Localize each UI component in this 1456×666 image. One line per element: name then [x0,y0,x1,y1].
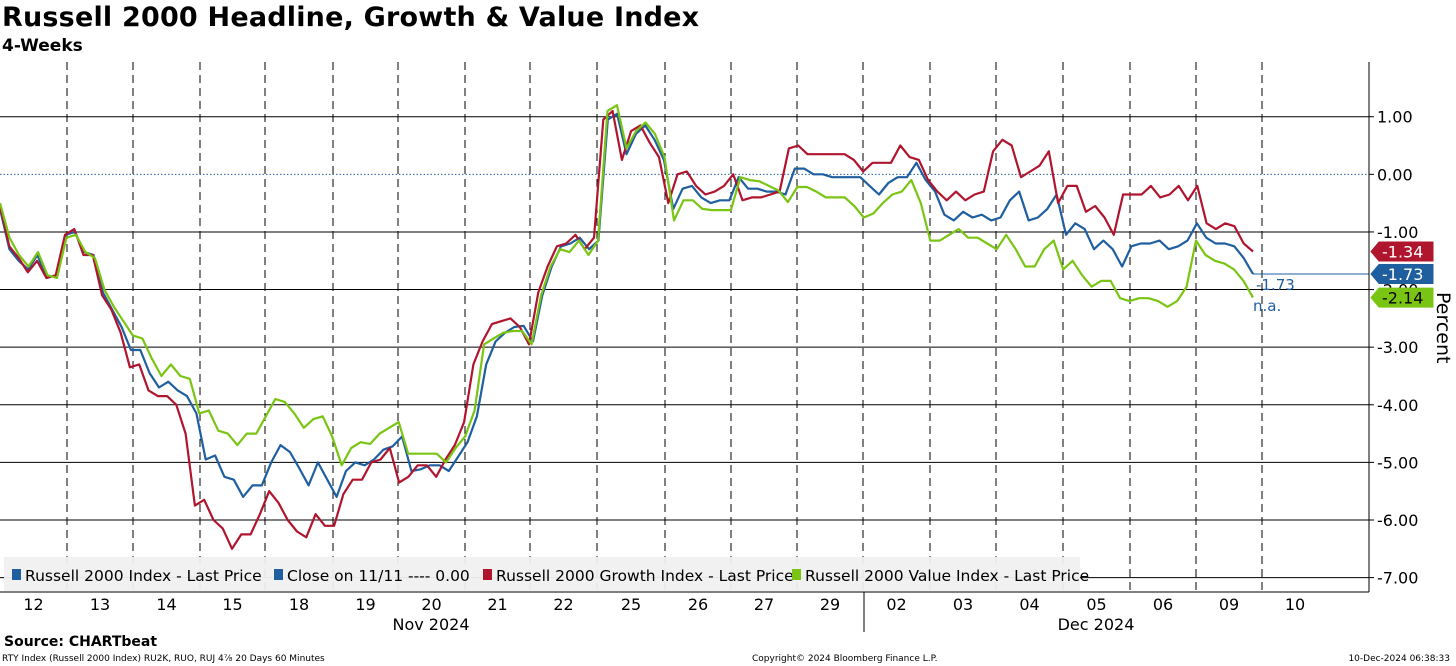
x-tick-label: 03 [953,595,973,614]
legend-background [4,557,1080,591]
source-note: Source: CHARTbeat [4,634,158,650]
last-value-label: -2.14 [1382,289,1423,308]
ticker-info: RTY Index (Russell 2000 Index) RU2K, RUO… [2,654,325,664]
x-tick-label: 02 [886,595,906,614]
x-tick-label: 22 [553,595,573,614]
legend-label: Russell 2000 Growth Index - Last Price [496,567,794,585]
series-line-russell-2000-value-index-last-price [0,104,1254,467]
legend-swatch [483,569,492,580]
legend-swatch [12,569,21,580]
last-value-marker [1370,264,1434,284]
series-line-russell-2000-index-last-price [0,112,1254,498]
x-tick-label: 06 [1153,595,1173,614]
last-value-label: -1.34 [1382,243,1423,262]
x-tick-label: 12 [23,595,43,614]
legend-swatch [274,569,283,580]
series-line-russell-2000-growth-index-last-price [0,109,1254,550]
legend-swatch [792,569,801,580]
x-month-label: Dec 2024 [1058,615,1135,634]
copyright-note: Copyright© 2024 Bloomberg Finance L.P. [752,654,938,664]
y-tick-label: -7.00 [1377,569,1418,588]
y-axis-label: Percent [1432,292,1454,364]
x-tick-label: 29 [820,595,840,614]
x-tick-label: 04 [1019,595,1039,614]
x-tick-label: 10 [1285,595,1305,614]
legend-label: Close on 11/11 ---- 0.00 [287,567,470,585]
annotation-na: n.a. [1253,297,1281,315]
legend-label: Russell 2000 Value Index - Last Price [805,567,1089,585]
last-value-marker [1370,287,1434,308]
x-tick-label: 09 [1219,595,1239,614]
last-value-label: -1.73 [1382,265,1423,284]
x-tick-label: 21 [487,595,507,614]
page-subtitle: 4-Weeks [2,36,83,56]
x-tick-label: 25 [621,595,641,614]
y-tick-label: -3.00 [1377,338,1418,357]
y-tick-label: 1.00 [1377,108,1413,127]
x-month-label: Nov 2024 [392,615,469,634]
x-tick-label: 26 [688,595,708,614]
x-tick-label: 20 [421,595,441,614]
annotation-value: -1.73 [1256,276,1295,294]
x-tick-label: 15 [222,595,242,614]
y-tick-label: -4.00 [1377,396,1418,415]
x-tick-label: 05 [1086,595,1106,614]
y-tick-label: -6.00 [1377,511,1418,530]
x-tick-label: 19 [355,595,375,614]
timestamp: 10-Dec-2024 06:38:33 [1348,654,1450,664]
line-chart: -1.73n.a. 1.000.00-1.00-2.00-3.00-4.00-5… [0,62,1454,634]
x-tick-label: 14 [156,595,176,614]
x-tick-label: 18 [289,595,309,614]
y-tick-label: 0.00 [1377,165,1413,184]
page-title: Russell 2000 Headline, Growth & Value In… [2,2,700,33]
y-tick-label: -1.00 [1377,223,1418,242]
legend-label: Russell 2000 Index - Last Price [25,567,262,585]
last-value-marker [1370,241,1434,262]
x-tick-label: 27 [754,595,774,614]
x-tick-label: 13 [90,595,110,614]
y-tick-label: -5.00 [1377,453,1418,472]
